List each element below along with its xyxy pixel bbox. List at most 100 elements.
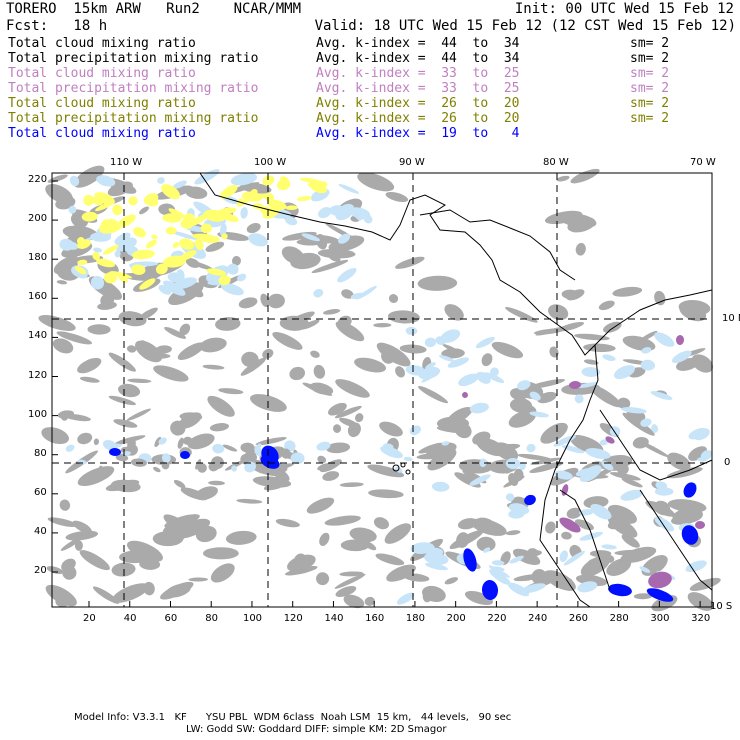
- gray-cloud-patch: [666, 467, 703, 479]
- legend-range: Avg. k-index = 26 to 20: [316, 96, 520, 111]
- gray-cloud-patch: [64, 413, 91, 422]
- itcz-patch: [316, 441, 331, 451]
- gray-cloud-patch: [691, 354, 714, 373]
- gray-cloud-patch: [384, 523, 412, 544]
- lightblue-cloud-patch: [424, 337, 436, 348]
- lightblue-cloud-patch: [654, 487, 674, 496]
- gray-cloud-patch: [544, 210, 583, 225]
- gray-cloud-patch: [62, 225, 98, 241]
- gray-cloud-patch: [395, 366, 405, 378]
- yellow-cloud-patch: [165, 226, 177, 235]
- gray-cloud-patch: [505, 530, 521, 536]
- gray-cloud-patch: [160, 581, 194, 600]
- gray-cloud-patch: [328, 402, 347, 416]
- gray-cloud-patch: [609, 472, 641, 481]
- lightblue-cloud-patch: [655, 481, 668, 490]
- lightblue-cloud-patch: [356, 285, 377, 300]
- gray-cloud-patch: [444, 577, 458, 585]
- gray-cloud-patch: [231, 256, 241, 266]
- gray-cloud-patch: [174, 518, 211, 539]
- gray-cloud-patch: [240, 357, 267, 376]
- gray-cloud-patch: [549, 346, 559, 358]
- purple-cloud-patch: [648, 571, 672, 589]
- gray-cloud-patch: [114, 435, 146, 445]
- y-tick-label: 180: [28, 252, 48, 264]
- lightblue-cloud-patch: [220, 283, 244, 296]
- gray-cloud-patch: [454, 422, 472, 439]
- lightblue-cloud-patch: [654, 332, 675, 347]
- lightblue-cloud-patch: [488, 565, 510, 578]
- gray-cloud-patch: [607, 504, 637, 524]
- x-tick-label: 120: [283, 613, 303, 624]
- blue-cloud-patch: [109, 447, 121, 457]
- lightblue-cloud-patch: [405, 326, 418, 335]
- gray-cloud-patch: [324, 515, 361, 526]
- yellow-cloud-patch: [155, 263, 168, 275]
- lightblue-cloud-patch: [248, 233, 268, 247]
- lon-label: 80 W: [543, 157, 569, 168]
- lightblue-cloud-patch: [529, 391, 541, 401]
- yellow-cloud-patch: [179, 250, 197, 261]
- gray-cloud-patch: [339, 571, 364, 577]
- gray-cloud-patch: [456, 532, 470, 548]
- lightblue-cloud-patch: [688, 427, 708, 440]
- gray-cloud-patch: [457, 518, 478, 530]
- lightblue-cloud-patch: [559, 550, 569, 562]
- gray-cloud-patch: [118, 311, 147, 327]
- lon-label: 110 W: [110, 157, 143, 168]
- y-tick-label: 100: [28, 408, 48, 420]
- lightblue-cloud-patch: [639, 566, 651, 573]
- gray-cloud-patch: [59, 499, 71, 511]
- yellow-cloud-patch: [151, 234, 158, 240]
- model-info-line2: LW: Godd SW: Goddard DIFF: simple KM: 2D…: [186, 724, 447, 735]
- yellow-cloud-patch: [219, 184, 238, 199]
- gray-cloud-patch: [284, 565, 318, 576]
- yellow-cloud-patch: [145, 196, 159, 207]
- gray-cloud-patch: [583, 496, 609, 509]
- lightblue-cloud-patch: [614, 365, 636, 380]
- lightblue-cloud-patch: [410, 542, 435, 554]
- gray-cloud-patch: [513, 574, 544, 582]
- lightblue-cloud-patch: [640, 418, 652, 427]
- gray-cloud-patch: [441, 348, 465, 359]
- gray-cloud-patch: [375, 553, 405, 566]
- gray-cloud-patch: [92, 586, 120, 604]
- gray-cloud-patch: [187, 433, 215, 450]
- gray-cloud-patch: [517, 453, 552, 461]
- gray-cloud-patch: [185, 186, 208, 199]
- gray-cloud-patch: [588, 384, 622, 408]
- gray-cloud-patch: [275, 518, 300, 528]
- x-tick-label: 220: [487, 613, 507, 624]
- gray-cloud-patch: [472, 431, 491, 445]
- lightblue-cloud-patch: [620, 489, 644, 501]
- yellow-cloud-patch: [194, 238, 204, 251]
- gray-cloud-patch: [246, 222, 261, 234]
- lightblue-cloud-patch: [581, 367, 601, 377]
- gray-cloud-patch: [332, 424, 342, 433]
- lightblue-cloud-patch: [219, 223, 227, 237]
- itcz-patch: [182, 436, 193, 445]
- legend-field: Total cloud mixing ratio: [8, 36, 196, 51]
- gray-cloud-patch: [126, 540, 163, 562]
- yellow-cloud-patch: [200, 223, 212, 234]
- gray-cloud-patch: [354, 357, 387, 373]
- lightblue-cloud-patch: [337, 268, 357, 283]
- yellow-cloud-patch: [128, 196, 138, 206]
- gray-cloud-patch: [367, 464, 405, 478]
- gray-cloud-patch: [621, 534, 640, 548]
- gray-cloud-patch: [168, 282, 204, 306]
- gray-cloud-patch: [56, 331, 93, 345]
- blue-cloud-patch: [481, 580, 499, 600]
- x-tick-label: 80: [205, 613, 218, 624]
- blue-cloud-patch: [608, 583, 632, 597]
- gray-cloud-patch: [387, 310, 420, 324]
- yellow-cloud-patch: [106, 219, 121, 230]
- yellow-cloud-patch: [201, 235, 220, 244]
- gray-cloud-patch: [335, 321, 365, 342]
- itcz-patch: [253, 445, 263, 456]
- gray-cloud-patch: [55, 196, 76, 210]
- itcz-patch: [102, 440, 118, 451]
- lightblue-cloud-patch: [650, 391, 673, 400]
- legend-smoothing: sm= 2: [630, 36, 670, 51]
- gray-cloud-patch: [481, 353, 493, 367]
